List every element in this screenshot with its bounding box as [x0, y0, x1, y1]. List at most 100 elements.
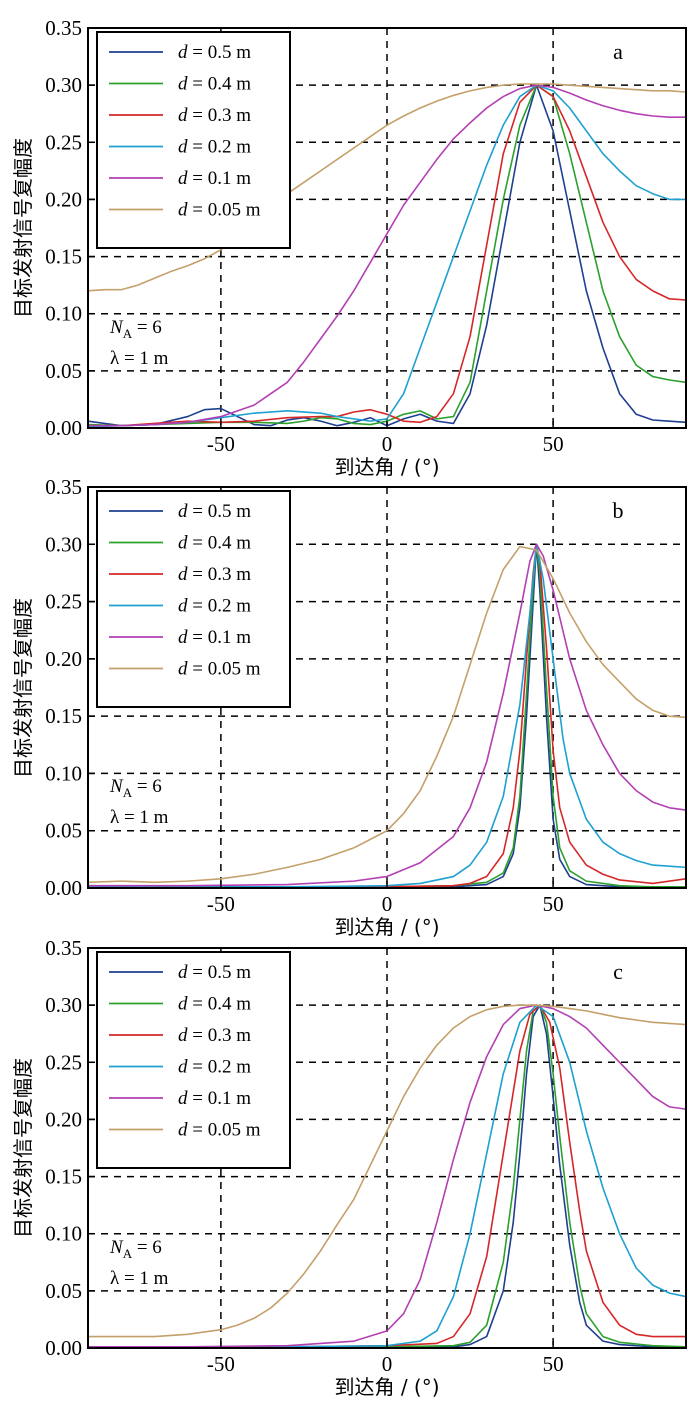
y-tick-label: 0.20: [45, 1107, 82, 1131]
legend-var: d: [178, 994, 188, 1015]
panel-letter: a: [613, 39, 623, 64]
panel-letter: b: [613, 498, 624, 523]
annotation: NA = 6 λ = 1 m: [109, 1237, 169, 1289]
legend-var: d: [178, 200, 188, 221]
y-tick-label: 0.25: [45, 130, 82, 154]
legend-rest: = 0.1 m: [188, 168, 252, 189]
legend-var: d: [178, 627, 188, 648]
panel-b: 0.00 0.05 0.10 0.15 0.20 0.25 0.30 0.35 -50 0 50 到达…: [45, 475, 687, 939]
y-tick-label: 0.15: [45, 1165, 82, 1189]
legend-rest: = 0.5 m: [188, 42, 252, 63]
y-tick-label: 0.25: [45, 1050, 82, 1074]
legend-entry: d = 0.4 m: [178, 533, 251, 554]
series-line-0_2: [88, 1004, 686, 1348]
legend-rest: = 0.2 m: [188, 596, 252, 617]
legend: d = 0.5 md = 0.4 md = 0.3 md = 0.2 md = …: [96, 490, 291, 708]
y-tick-label: 0.30: [45, 993, 82, 1017]
x-tick-label: -50: [207, 1352, 235, 1376]
series-line-0_05: [88, 83, 686, 292]
lambda-annotation: λ = 1 m: [110, 1268, 169, 1289]
legend-rest: = 0.1 m: [188, 1088, 252, 1109]
series-line-0_1: [88, 1004, 686, 1348]
legend-rest: = 0.5 m: [188, 501, 252, 522]
legend-var: d: [178, 659, 188, 680]
legend-rest: = 0.3 m: [188, 564, 252, 585]
series-group: [88, 543, 686, 888]
legend-box: [96, 490, 291, 708]
legend-var: d: [178, 168, 188, 189]
na-annotation: NA = 6: [109, 317, 162, 341]
legend-entry: d = 0.1 m: [178, 627, 251, 648]
legend-entry: d = 0.05 m: [178, 1120, 261, 1141]
legend-entry: d = 0.5 m: [178, 501, 251, 522]
series-line-0_3: [88, 84, 686, 427]
y-axis-label: 目标发射信号复幅度: [11, 1058, 35, 1238]
series-line-0_1: [88, 543, 686, 887]
legend: d = 0.5 md = 0.4 md = 0.3 md = 0.2 md = …: [96, 31, 291, 249]
legend-rest: = 0.4 m: [188, 994, 252, 1015]
legend-var: d: [178, 1120, 188, 1141]
y-tick-label: 0.35: [45, 16, 82, 40]
y-tick-label: 0.20: [45, 187, 82, 211]
legend-rest: = 0.4 m: [188, 74, 252, 95]
legend-var: d: [178, 596, 188, 617]
y-tick-label: 0.05: [45, 819, 82, 843]
y-tick-label: 0.15: [45, 704, 82, 728]
series-line-0_5: [88, 84, 686, 427]
series-line-0_4: [88, 84, 686, 427]
series-line-0_1: [88, 84, 686, 427]
annotation: NA = 6 λ = 1 m: [109, 776, 169, 828]
lambda-annotation: λ = 1 m: [110, 348, 169, 369]
x-tick-label: 50: [543, 1352, 564, 1376]
y-tick-label: 0.35: [45, 936, 82, 960]
y-tick-label: 0.10: [45, 1222, 82, 1246]
y-tick-label: 0.15: [45, 245, 82, 269]
legend-var: d: [178, 533, 188, 554]
legend-rest: = 0.5 m: [188, 962, 252, 983]
na-value: = 6: [132, 317, 162, 338]
y-axis-label: 目标发射信号复幅度: [11, 598, 35, 778]
legend-entry: d = 0.2 m: [178, 137, 251, 158]
x-tick-label: -50: [207, 892, 235, 916]
legend-entry: d = 0.3 m: [178, 1025, 251, 1046]
na-subscript: A: [123, 326, 133, 341]
y-tick-label: 0.00: [45, 416, 82, 440]
x-tick-label: 50: [543, 432, 564, 456]
legend-rest: = 0.3 m: [188, 1025, 252, 1046]
legend-var: d: [178, 1088, 188, 1109]
legend-rest: = 0.05 m: [188, 659, 261, 680]
na-value: = 6: [132, 776, 162, 797]
legend-rest: = 0.4 m: [188, 533, 252, 554]
lambda-annotation: λ = 1 m: [110, 807, 169, 828]
panel-a: 0.00 0.05 0.10 0.15 0.20 0.25 0.30 0.35 -50 0 50 到达…: [45, 16, 687, 479]
legend-box: [96, 31, 291, 249]
x-tick-label: 0: [382, 892, 393, 916]
series-group: [88, 83, 686, 428]
na-symbol: N: [109, 776, 124, 797]
legend-entry: d = 0.05 m: [178, 659, 261, 680]
y-tick-label: 0.05: [45, 359, 82, 383]
legend-entry: d = 0.2 m: [178, 596, 251, 617]
x-axis-label: 到达角 / (°): [334, 1375, 439, 1399]
x-tick-label: 0: [382, 432, 393, 456]
series-line-0_05: [88, 545, 686, 884]
na-subscript: A: [123, 1246, 133, 1261]
legend-entry: d = 0.4 m: [178, 74, 251, 95]
y-tick-label: 0.35: [45, 475, 82, 499]
series-line-0_2: [88, 84, 686, 428]
na-subscript: A: [123, 785, 133, 800]
legend-entry: d = 0.3 m: [178, 564, 251, 585]
y-tick-label: 0.20: [45, 647, 82, 671]
x-tick-label: 0: [382, 1352, 393, 1376]
legend-entry: d = 0.1 m: [178, 168, 251, 189]
legend-rest: = 0.05 m: [188, 200, 261, 221]
y-tick-label: 0.05: [45, 1279, 82, 1303]
y-tick-label: 0.00: [45, 876, 82, 900]
legend-entry: d = 0.05 m: [178, 200, 261, 221]
x-tick-label: 50: [543, 892, 564, 916]
y-axis-label: 目标发射信号复幅度: [11, 138, 35, 318]
legend-box: [96, 951, 291, 1169]
y-tick-label: 0.30: [45, 532, 82, 556]
legend-entry: d = 0.2 m: [178, 1057, 251, 1078]
na-symbol: N: [109, 1237, 124, 1258]
